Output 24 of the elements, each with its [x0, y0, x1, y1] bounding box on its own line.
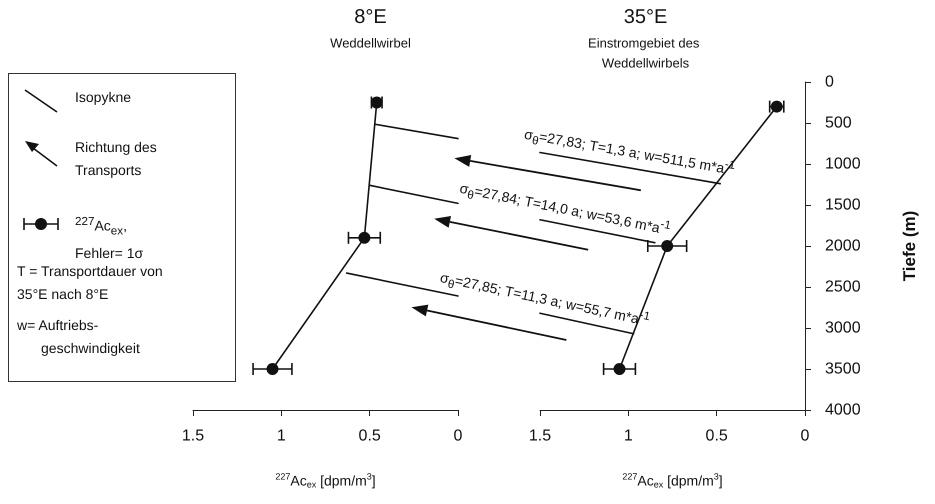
x-tick-label: 0	[454, 428, 463, 444]
x-tick-label: 0.5	[706, 428, 728, 444]
chart-subtitle: Weddellwirbel	[330, 36, 411, 50]
chart-title: 35°E	[624, 6, 668, 28]
y-tick-label: 3000	[825, 320, 861, 336]
y-tick-label: 2000	[825, 238, 861, 254]
annotation: σ$_{θ}$=27,85; T=11,3 a; w=55,7 m*a$^{-1}$	[437, 268, 652, 328]
chart-title: 8°E	[354, 6, 387, 28]
y-tick-label: 1000	[825, 156, 861, 172]
x-tick-label: 0.5	[358, 428, 381, 444]
x-tick-label: 0	[800, 428, 810, 444]
y-tick-label: 2500	[825, 278, 861, 296]
chart-subtitle: Einstromgebiet des Weddellwirbels	[588, 36, 703, 70]
y-tick-label: 3500	[825, 360, 861, 378]
x-tick-label: 1.5	[182, 428, 204, 444]
x-tick-label: 1.5	[528, 428, 552, 444]
annotation: σ$_{θ}$=27,84; T=14,0 a; w=53,6 m*a$^{-1}$	[457, 178, 672, 238]
y-tick-label: 0	[825, 74, 834, 90]
x-tick-label: 1	[276, 428, 286, 444]
y-axis-title: Tiefe (m)	[900, 210, 919, 282]
y-tick-label: 1500	[825, 196, 861, 214]
x-tick-label: 1	[624, 428, 633, 444]
y-tick-label: 4000	[825, 402, 861, 418]
y-tick-label: 500	[825, 114, 852, 132]
